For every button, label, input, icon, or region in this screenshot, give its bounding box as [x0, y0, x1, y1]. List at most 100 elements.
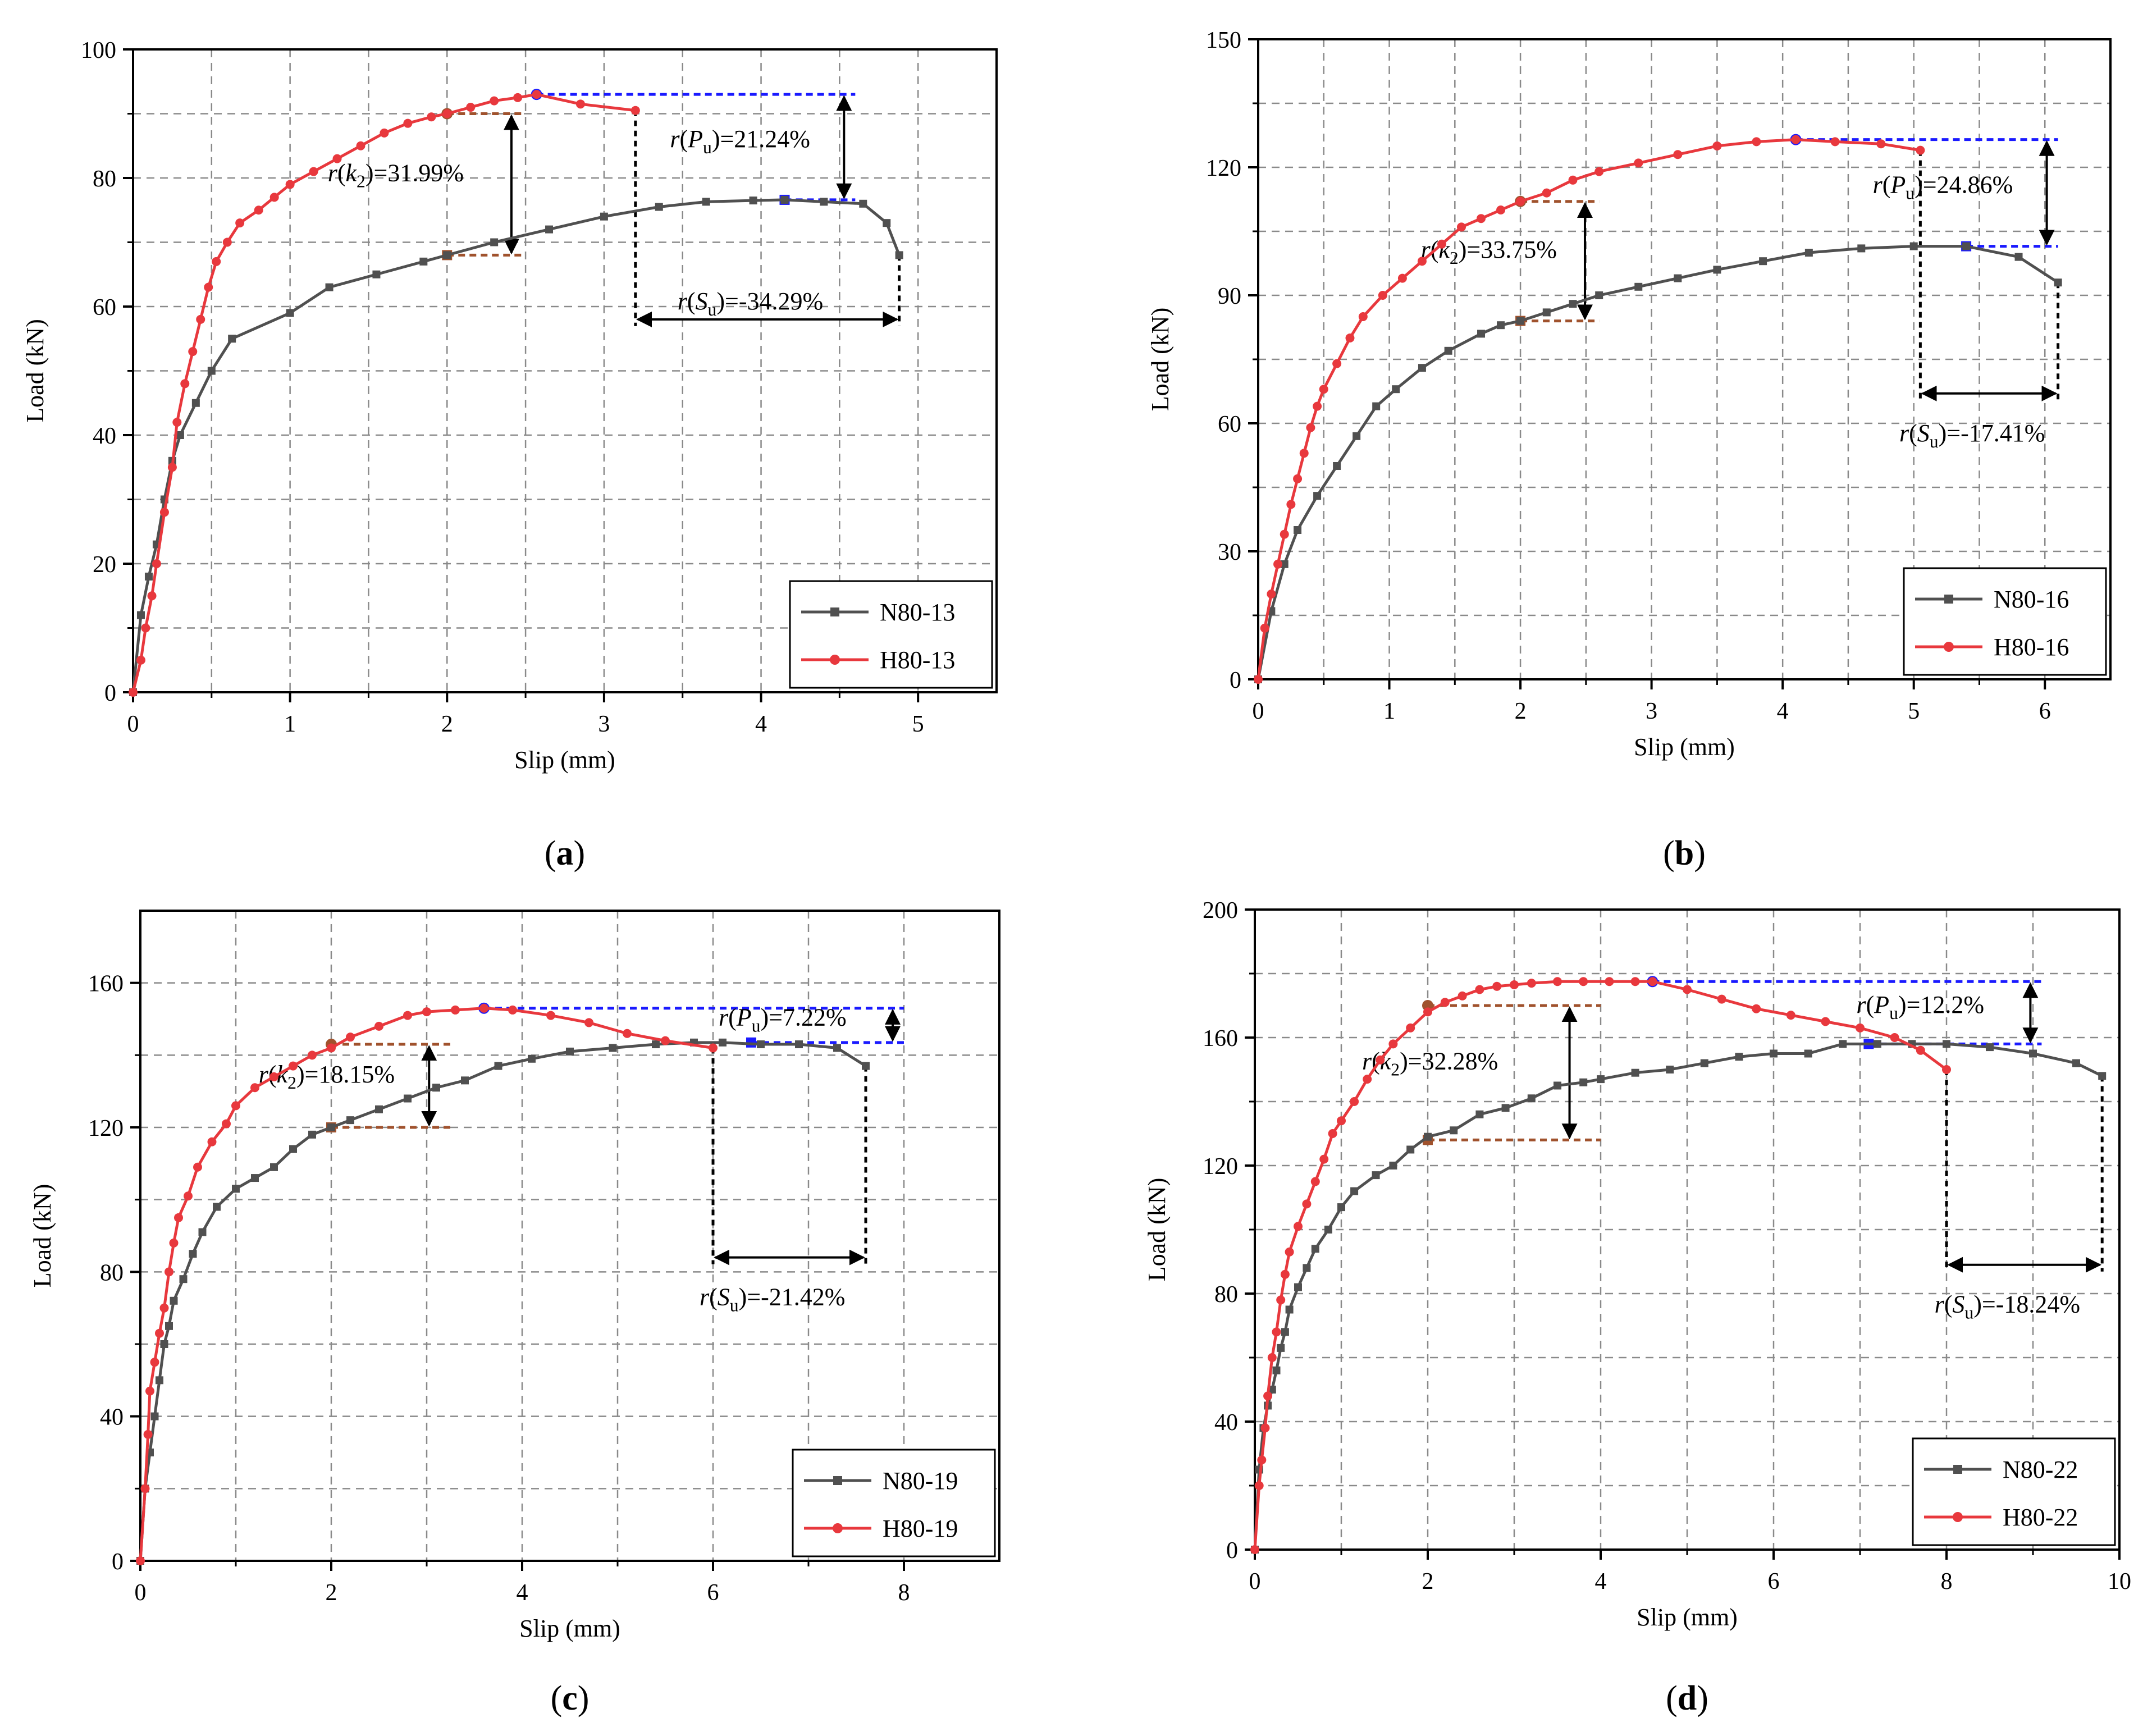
data-point	[147, 591, 157, 601]
data-point	[2072, 1059, 2080, 1067]
data-point	[145, 1386, 154, 1396]
data-point	[189, 1250, 197, 1258]
annotation-fragment: 2	[287, 1073, 296, 1093]
data-point	[155, 1328, 164, 1338]
annotation-fragment: =12.2%	[1907, 991, 1984, 1018]
series-H80-19	[136, 1003, 718, 1565]
data-point	[269, 193, 279, 202]
legend-swatch-marker	[1944, 595, 1953, 604]
x-tick-label: 0	[1249, 1569, 1261, 1595]
data-point	[143, 1429, 153, 1439]
data-point	[1475, 1110, 1484, 1118]
data-point	[372, 270, 381, 278]
k2-annotation: r(k2)=18.15%	[259, 1061, 395, 1093]
annotation-fragment: =18.15%	[305, 1061, 395, 1088]
annotation-fragment: )	[712, 125, 720, 153]
annotation-fragment: =32.28%	[1408, 1048, 1498, 1075]
data-point	[1674, 274, 1682, 282]
data-point	[1510, 980, 1519, 989]
annotations: r(k2)=31.99%r(Pu)=21.24%r(Su)=-34.29%	[328, 89, 901, 327]
annotation-fragment: S	[718, 1283, 730, 1311]
data-point	[403, 118, 413, 128]
data-point	[1631, 1068, 1639, 1077]
data-point	[466, 103, 476, 112]
data-point	[286, 309, 294, 317]
y-tick-label: 0	[104, 680, 116, 706]
data-point	[1516, 317, 1525, 325]
data-point	[2054, 278, 2062, 287]
data-point	[1376, 1055, 1385, 1065]
data-point	[1260, 623, 1269, 633]
y-tick-label: 80	[1214, 1282, 1238, 1308]
data-point	[545, 225, 554, 234]
data-point	[325, 283, 333, 291]
legend-label: H80-19	[883, 1515, 958, 1542]
data-point	[451, 1005, 460, 1015]
data-point	[1263, 1391, 1273, 1401]
data-point	[427, 112, 436, 122]
x-tick-label: 3	[598, 711, 610, 737]
data-point	[795, 1040, 803, 1049]
data-point	[1299, 449, 1309, 458]
annotation-fragment: S	[696, 287, 708, 315]
data-point	[862, 1062, 870, 1070]
legend-label: N80-22	[2003, 1456, 2078, 1483]
x-tick-label: 0	[135, 1580, 147, 1606]
data-point	[2029, 1049, 2037, 1058]
data-point	[1717, 994, 1726, 1004]
data-point	[1267, 590, 1276, 599]
data-point	[1313, 492, 1322, 500]
annotation-fragment: =24.86%	[1923, 171, 2013, 199]
data-point	[490, 96, 499, 106]
x-tick-label: 8	[1941, 1569, 1953, 1595]
x-tick-label: 5	[1908, 698, 1920, 724]
data-point	[1496, 205, 1506, 214]
annotation-fragment: )	[365, 159, 374, 186]
y-tick-label: 0	[1226, 1538, 1238, 1564]
x-tick-label: 6	[1768, 1569, 1780, 1595]
data-point	[883, 219, 891, 227]
x-tick-label: 2	[1515, 698, 1527, 724]
data-point	[1372, 1171, 1380, 1180]
annotation-fragment: u	[730, 1296, 739, 1315]
annotation-fragment: 2	[1391, 1060, 1400, 1080]
k2-annotation: r(k2)=32.28%	[1362, 1048, 1498, 1080]
data-point	[1285, 1247, 1294, 1257]
data-point	[479, 1003, 488, 1013]
annotation-fragment: =31.99%	[374, 159, 464, 186]
annotation-fragment: =-34.29%	[725, 287, 823, 315]
data-point	[1943, 1040, 1950, 1048]
data-point	[1280, 560, 1289, 568]
data-point	[609, 1044, 617, 1052]
annotation-fragment: )	[296, 1061, 305, 1088]
panel-label-letter: d	[1678, 1679, 1697, 1717]
data-point	[1388, 1039, 1398, 1049]
annotation-fragment: u	[703, 138, 712, 157]
data-point	[1276, 1295, 1286, 1305]
data-point	[1752, 1004, 1761, 1013]
x-axis-label: Slip (mm)	[1637, 1603, 1738, 1631]
series-N80-22	[1251, 1040, 2107, 1554]
data-point	[1962, 242, 1971, 250]
series-line	[1253, 980, 1948, 1550]
data-point	[232, 1185, 240, 1193]
annotation-fragment: )	[1898, 991, 1907, 1018]
annotation-fragment: =21.24%	[720, 125, 810, 153]
data-point	[176, 431, 184, 439]
data-point	[1634, 282, 1643, 291]
data-point	[1553, 977, 1562, 986]
series-line	[131, 198, 901, 693]
panel-label: (b)	[1663, 834, 1706, 872]
data-point	[1713, 266, 1721, 274]
data-point	[180, 379, 190, 389]
x-tick-label: 0	[127, 711, 139, 737]
y-tick-label: 40	[93, 423, 116, 449]
data-point	[346, 1116, 354, 1125]
annotation-fragment: r	[1899, 419, 1909, 447]
data-point	[1319, 385, 1328, 394]
y-tick-label: 120	[88, 1116, 124, 1141]
data-point	[1337, 1116, 1346, 1126]
data-point	[204, 282, 213, 292]
annotation-fragment: )	[1400, 1048, 1408, 1075]
data-point	[196, 314, 205, 324]
